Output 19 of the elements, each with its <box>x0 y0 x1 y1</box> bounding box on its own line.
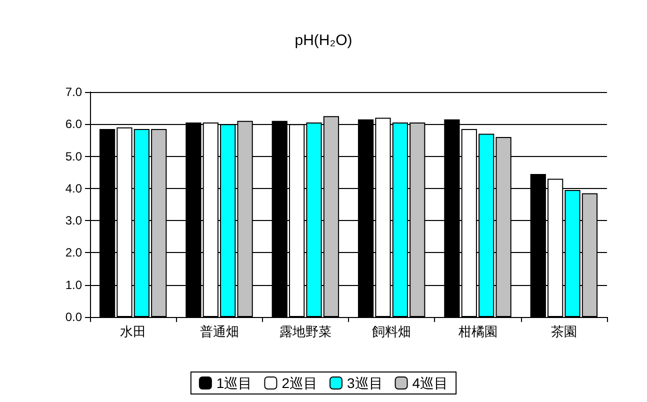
y-tick-label: 0.0 <box>65 310 82 324</box>
x-tick-label: 露地野菜 <box>279 324 332 339</box>
y-tick-label: 7.0 <box>65 85 82 99</box>
x-tick-label: 茶園 <box>550 324 577 339</box>
chart-title: pH(H₂O) <box>294 32 352 49</box>
x-tick-label: 水田 <box>120 324 146 339</box>
legend-label: 4巡目 <box>412 375 448 391</box>
legend-label: 2巡目 <box>282 375 318 391</box>
legend-label: 3巡目 <box>347 375 383 391</box>
y-tick-label: 2.0 <box>65 246 82 260</box>
y-tick-label: 4.0 <box>65 181 82 196</box>
x-tick-label: 飼料畑 <box>372 324 412 339</box>
x-tick-label: 柑橘園 <box>457 324 498 339</box>
y-tick-label: 3.0 <box>65 214 82 228</box>
legend-label: 1巡目 <box>216 375 252 391</box>
y-tick-label: 5.0 <box>65 149 82 164</box>
y-tick-label: 1.0 <box>65 278 82 292</box>
y-tick-label: 6.0 <box>65 117 82 132</box>
x-tick-label: 普通畑 <box>200 324 239 339</box>
